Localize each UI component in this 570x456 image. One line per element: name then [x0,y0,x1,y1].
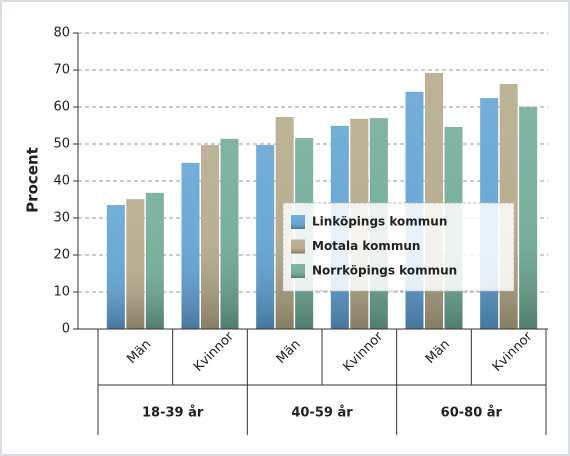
legend-label: Norrköpings kommun [312,264,457,278]
legend: Linköpings kommun Motala kommun Norrköping… [282,202,515,292]
y-tick-label: 70 [53,63,70,78]
y-tick-label: 40 [53,174,70,189]
group-label: 60-80 år [441,406,503,421]
y-tick-label: 50 [53,137,70,152]
legend-box [282,202,515,292]
bar-shade [126,199,145,329]
y-axis-label: Procent [24,147,42,213]
group-label: 18-39 år [142,406,204,421]
y-tick-label: 0 [62,322,70,337]
bar-shade [201,145,219,329]
bar-shade [181,162,200,329]
y-tick-label: 20 [53,248,70,263]
legend-swatch-shade [291,264,305,278]
bar-shade [220,138,239,329]
legend-label: Linköpings kommun [312,215,447,229]
group-label: 40-59 år [291,406,353,421]
y-tick-label: 80 [53,26,70,41]
y-tick-label: 60 [53,100,70,115]
y-tick-label: 10 [53,285,70,300]
bar-shade [145,192,164,329]
legend-label: Motala kommun [312,239,420,253]
bar-shade [106,205,125,329]
y-tick-label: 30 [53,211,70,226]
bar-shade [519,107,538,329]
bar-shade [256,145,275,329]
legend-swatch-shade [291,239,305,254]
legend-swatch-shade [291,215,305,229]
